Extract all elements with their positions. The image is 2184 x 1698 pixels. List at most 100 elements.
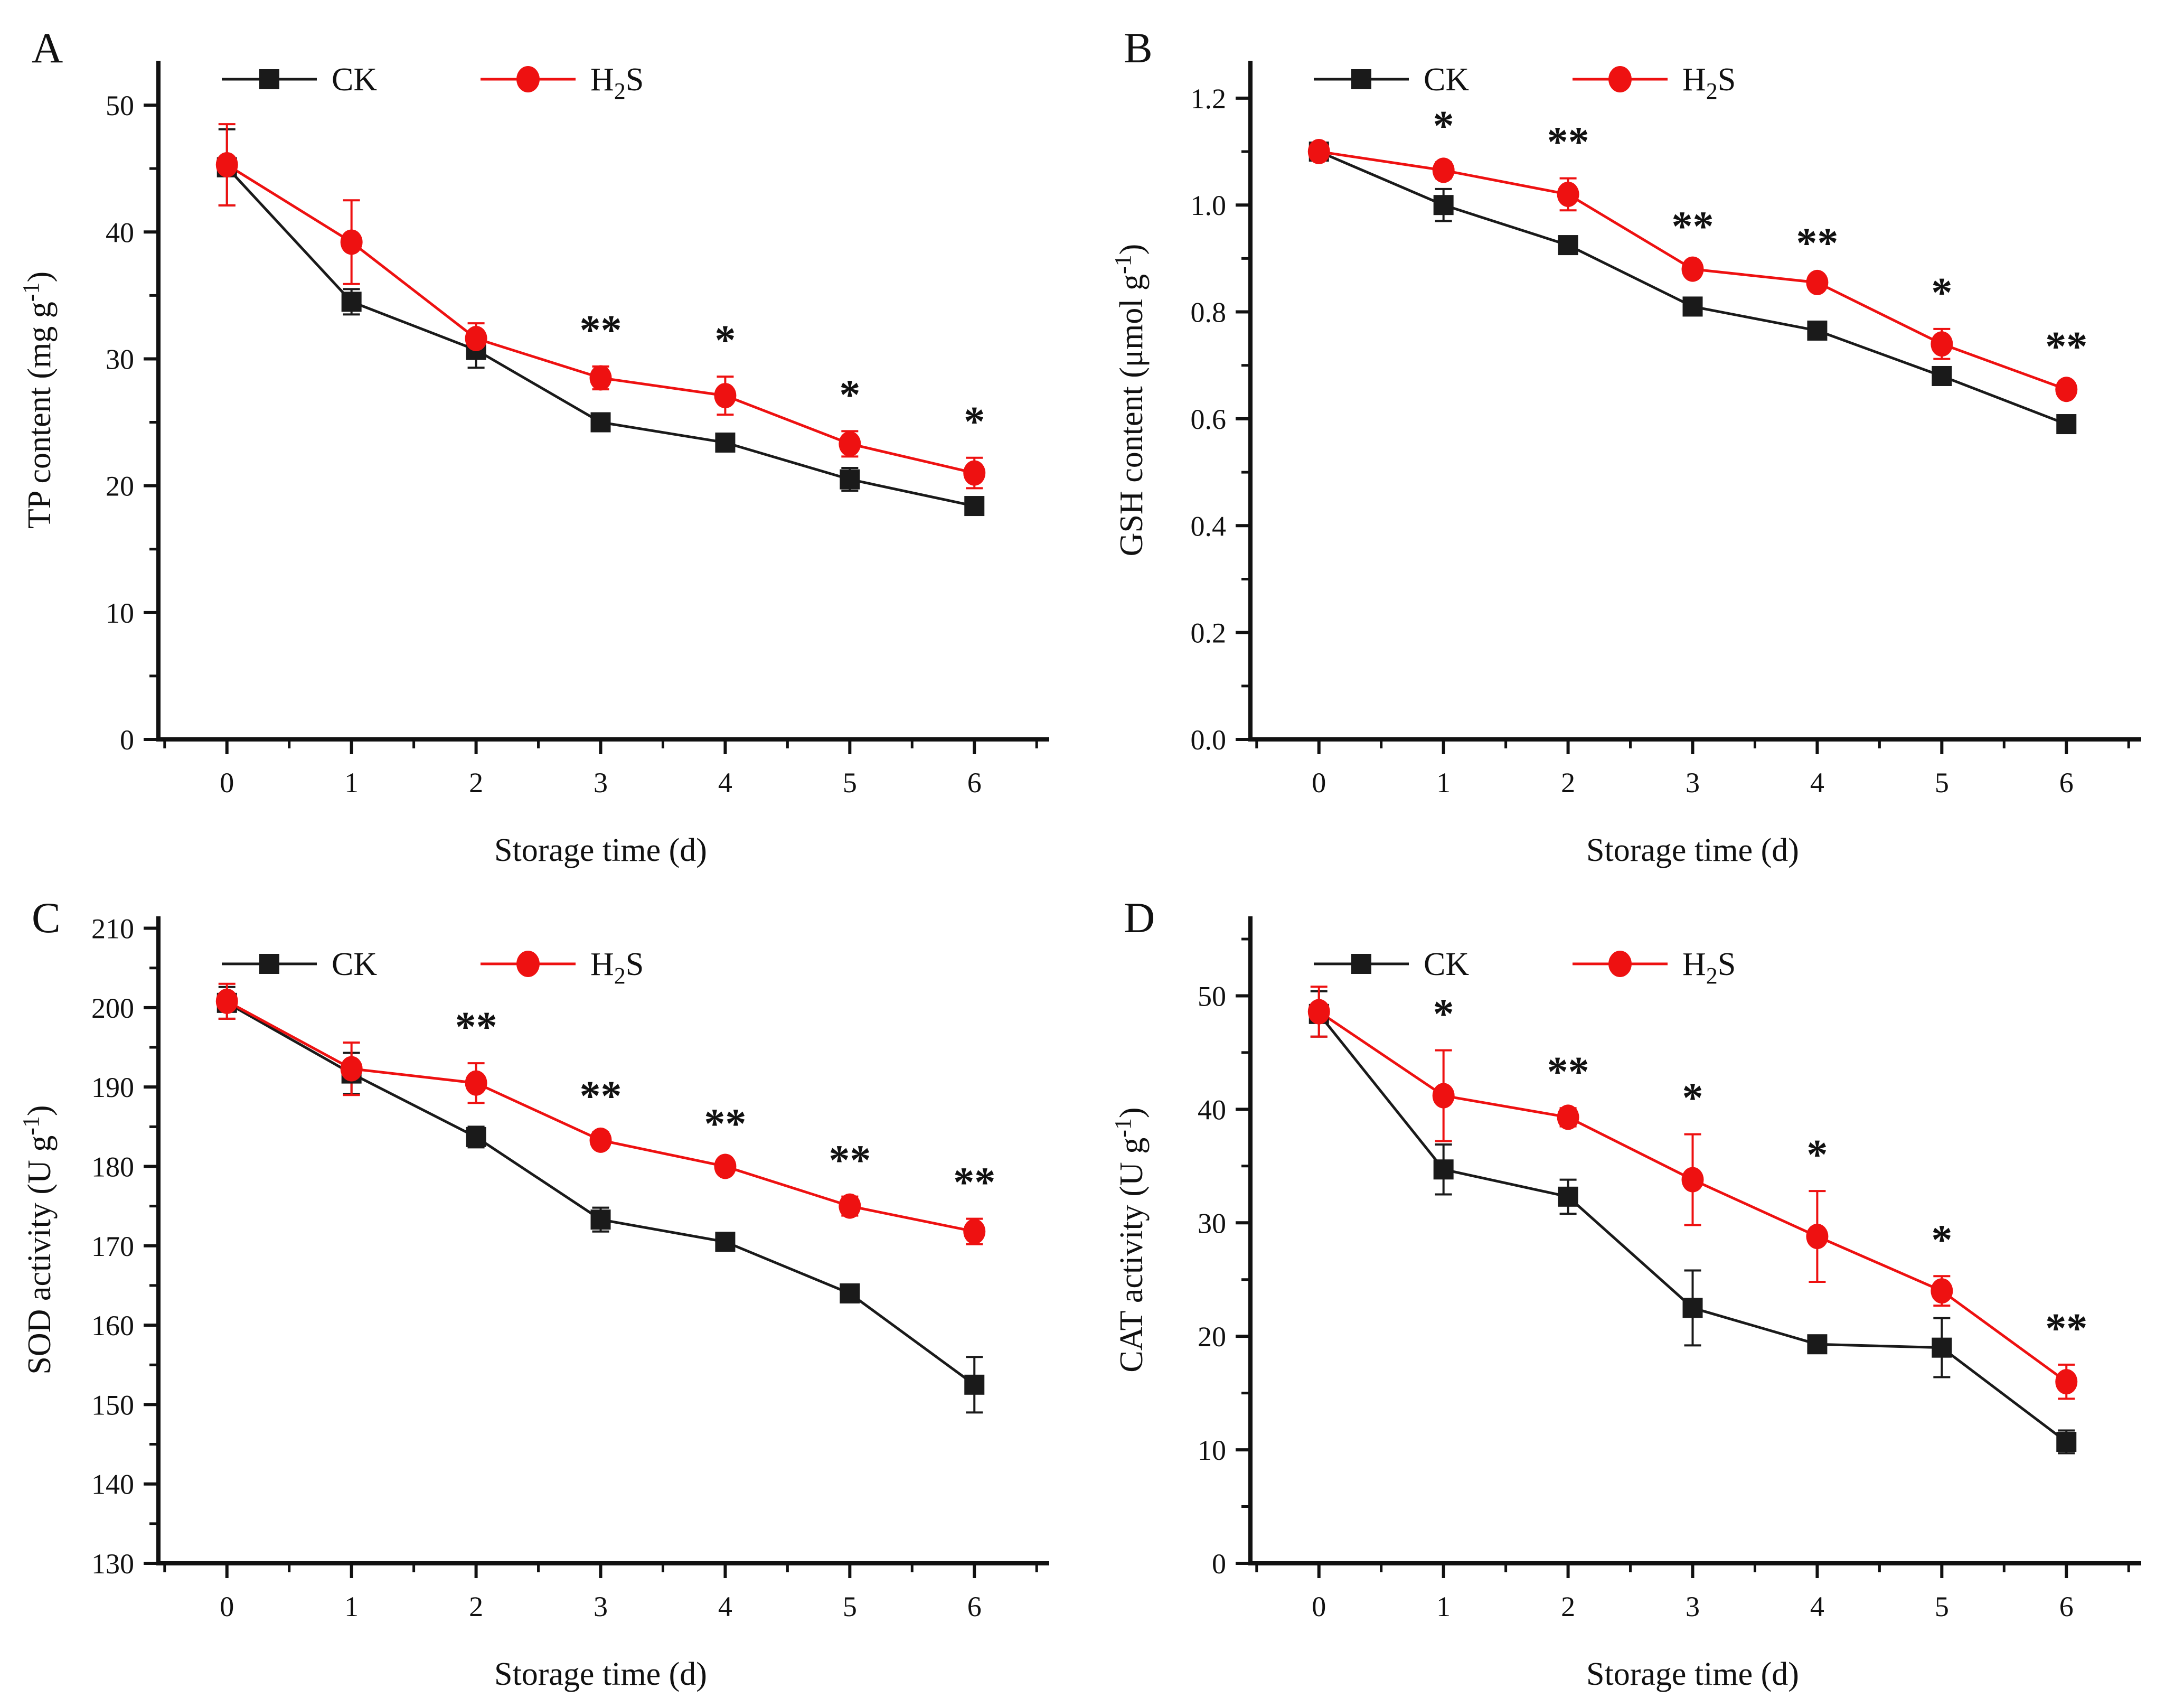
axes: [156, 916, 1049, 1565]
y-tick-label: 180: [91, 1151, 134, 1183]
significance-marker: **: [455, 1004, 497, 1050]
x-axis-title: Storage time (d): [1586, 1656, 1799, 1692]
panel-B: 0.0 0.2 0.4 0.6 0.8 1.0 1.2 0 1 2 3 4 5 6 * ** ** ** * ** CK…: [1092, 0, 2184, 877]
x-axis-title: Storage time (d): [494, 1656, 707, 1692]
y-tick-label: 170: [91, 1231, 134, 1262]
data-marker-circle: [1681, 1167, 1704, 1193]
data-marker-square: [1558, 235, 1578, 256]
y-tick-label: 20: [106, 471, 134, 502]
y-tick-label: 160: [91, 1310, 134, 1341]
data-marker-circle: [215, 152, 238, 177]
panel-letter: C: [32, 894, 61, 942]
y-tick-label: 190: [91, 1072, 134, 1103]
data-marker-circle: [589, 1127, 612, 1153]
y-axis-title: SOD activity (U g-1): [18, 1105, 58, 1374]
data-marker-circle: [714, 1153, 737, 1179]
x-tick-label: 1: [1436, 767, 1451, 799]
y-tick-label: 40: [1198, 1094, 1226, 1125]
y-axis-title: CAT activity (U g-1): [1110, 1107, 1150, 1372]
data-marker-circle: [589, 365, 612, 391]
y-tick-label: 0.8: [1191, 297, 1227, 329]
data-marker-square: [1558, 1186, 1578, 1207]
panel-C: 130 140 150 160 170 180 190 200 210 0 1 2 3 4 5 6 ** ** **…: [0, 877, 1092, 1698]
data-marker-square: [840, 469, 860, 490]
data-marker-circle: [1557, 1104, 1579, 1130]
legend-marker-h2s: [516, 66, 540, 92]
significance-marker: *: [1806, 1132, 1828, 1178]
legend-label-ck: CK: [1424, 946, 1469, 982]
x-tick-label: 5: [1935, 767, 1949, 799]
data-marker-circle: [1806, 269, 1829, 295]
data-marker-circle: [1931, 1278, 1953, 1304]
data-marker-circle: [1806, 1224, 1829, 1250]
x-tick-label: 0: [1312, 1591, 1326, 1622]
data-marker-square: [1807, 1334, 1828, 1355]
x-tick-label: 6: [967, 767, 982, 799]
panel-letter: A: [32, 24, 63, 72]
y-tick-label: 50: [1198, 980, 1226, 1012]
legend-marker-ck: [259, 69, 279, 89]
data-marker-circle: [1432, 1083, 1455, 1109]
x-axis-title: Storage time (d): [1586, 832, 1799, 868]
significance-marker: **: [953, 1160, 995, 1206]
series-line-ck: [226, 1001, 975, 1386]
series-line-ck: [1318, 150, 2067, 426]
y-tick-label: 0.4: [1191, 510, 1227, 542]
data-marker-circle: [2055, 377, 2078, 402]
y-tick-label: 0: [120, 724, 134, 756]
y-tick-label: 130: [91, 1548, 134, 1580]
x-tick-label: 4: [1810, 1591, 1824, 1622]
x-tick-label: 0: [220, 1591, 234, 1622]
data-marker-square: [590, 412, 611, 433]
significance-marker: **: [2045, 324, 2087, 370]
axes: [1248, 916, 2141, 1565]
x-tick-label: 2: [1561, 767, 1575, 799]
data-marker-square: [1682, 296, 1703, 317]
data-marker-circle: [340, 1056, 363, 1082]
data-marker-square: [2056, 414, 2077, 435]
x-tick-label: 6: [967, 1591, 982, 1622]
x-tick-label: 2: [469, 1591, 483, 1622]
significance-marker: **: [2045, 1306, 2087, 1352]
significance-marker: *: [839, 372, 860, 418]
y-axis-title: TP content (mg g-1): [18, 271, 58, 529]
significance-marker: **: [829, 1138, 871, 1184]
data-marker-circle: [1307, 139, 1330, 165]
significance-marker: *: [714, 317, 736, 364]
data-marker-circle: [1931, 331, 1953, 357]
data-marker-circle: [963, 1218, 986, 1244]
y-tick-label: 10: [106, 597, 134, 629]
x-tick-label: 6: [2059, 1591, 2074, 1622]
y-tick-label: 1.2: [1191, 83, 1227, 115]
data-marker-square: [2056, 1432, 2077, 1452]
data-marker-circle: [839, 1193, 861, 1219]
data-marker-circle: [1432, 157, 1455, 183]
x-tick-label: 2: [1561, 1591, 1575, 1622]
data-marker-circle: [1681, 256, 1704, 282]
data-marker-circle: [465, 326, 487, 352]
significance-marker: *: [1682, 1075, 1703, 1122]
data-marker-square: [715, 1232, 736, 1252]
x-tick-label: 6: [2059, 767, 2074, 799]
x-tick-label: 1: [1436, 1591, 1451, 1622]
legend-marker-ck: [1351, 69, 1371, 89]
x-tick-label: 0: [1312, 767, 1326, 799]
legend-marker-h2s: [1608, 66, 1632, 92]
x-tick-label: 3: [594, 767, 608, 799]
significance-marker: *: [1433, 103, 1454, 149]
data-marker-circle: [215, 988, 238, 1014]
data-marker-circle: [1557, 181, 1579, 207]
data-marker-square: [1682, 1298, 1703, 1318]
data-marker-square: [964, 1374, 985, 1395]
y-tick-label: 10: [1198, 1434, 1226, 1466]
x-tick-label: 1: [344, 1591, 359, 1622]
panel-letter: D: [1124, 894, 1155, 942]
significance-marker: **: [1672, 203, 1714, 250]
panel-letter: B: [1124, 24, 1153, 72]
data-marker-square: [1932, 1337, 1952, 1358]
data-marker-square: [840, 1283, 860, 1303]
data-marker-square: [1433, 1159, 1454, 1180]
x-tick-label: 0: [220, 767, 234, 799]
significance-marker: **: [704, 1101, 746, 1147]
data-marker-circle: [1307, 999, 1330, 1025]
